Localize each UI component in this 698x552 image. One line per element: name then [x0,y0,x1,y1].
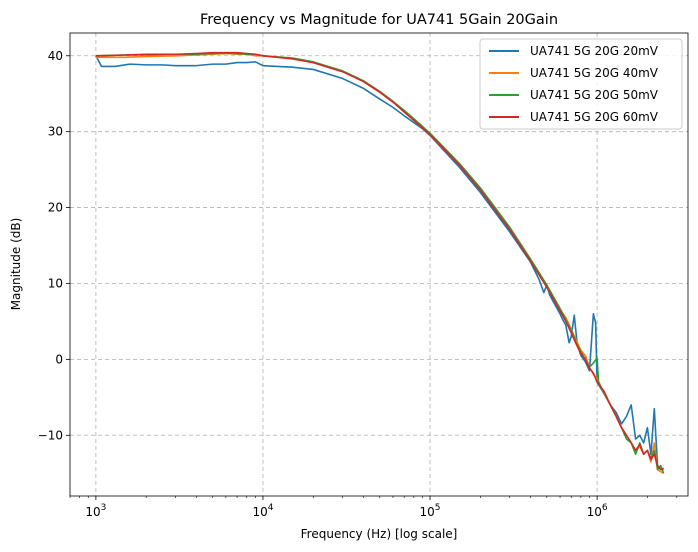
legend: UA741 5G 20G 20mV UA741 5G 20G 40mV UA74… [479,38,683,130]
chart-title: Frequency vs Magnitude for UA741 5Gain 2… [200,12,558,28]
y-tick-label: 10 [48,276,63,290]
plot-area-frame [69,32,689,497]
legend-label-3: UA741 5G 20G 50mV [530,88,659,102]
y-tick-label: 30 [48,125,63,139]
series-layer [95,51,665,474]
y-tick-label: 0 [55,352,63,366]
legend-label-2: UA741 5G 20G 40mV [530,66,659,80]
y-axis-label: Magnitude (dB) [9,218,23,311]
x-axis-label: Frequency (Hz) [log scale] [301,527,458,541]
legend-box [479,38,683,130]
y-tick-label: 40 [48,49,63,63]
y-axis-ticks: −10 0 10 20 30 40 [38,49,70,442]
series-line-4 [95,51,664,471]
y-tick-label: 20 [48,201,63,215]
y-tick-label: −10 [38,428,63,442]
legend-label-1: UA741 5G 20G 20mV [530,44,659,58]
legend-label-4: UA741 5G 20G 60mV [530,110,659,124]
